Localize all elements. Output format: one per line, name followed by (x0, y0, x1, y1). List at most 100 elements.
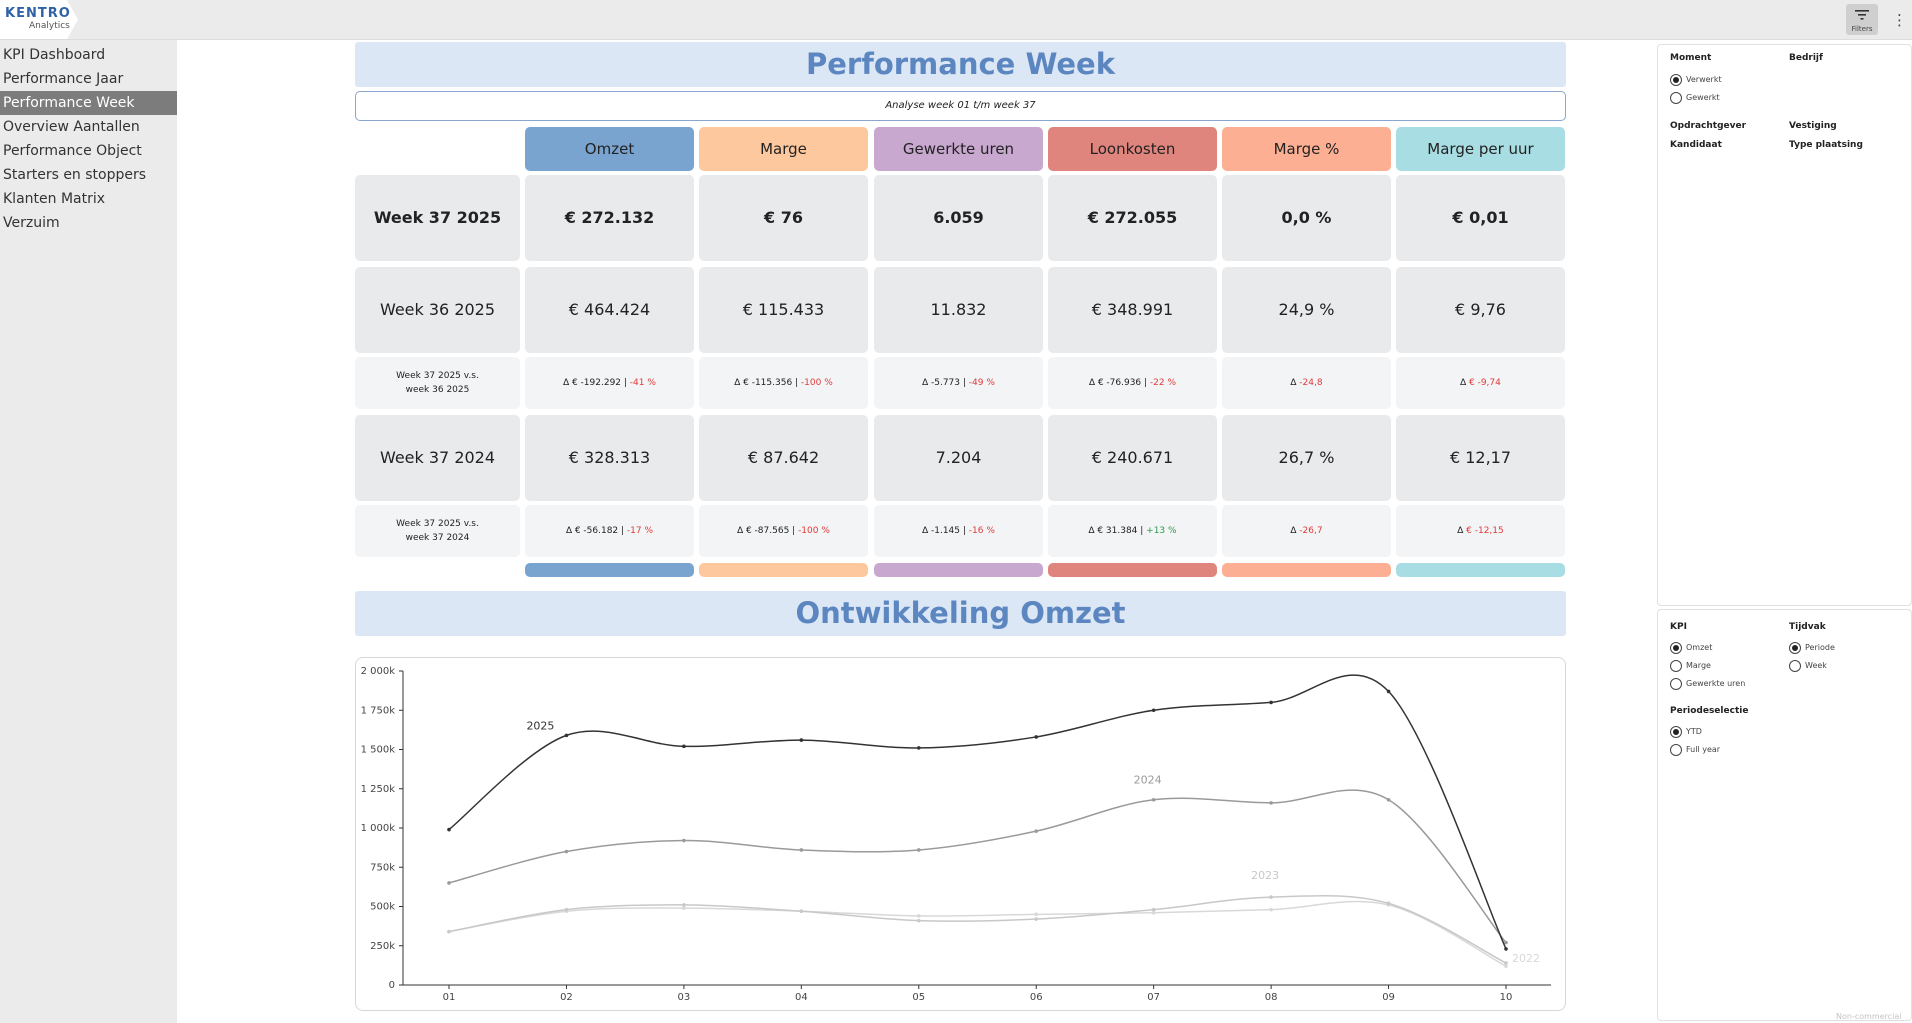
y-tick-label: 500k (370, 902, 395, 913)
delta-cell: ∆ € -12,15 (1396, 505, 1565, 557)
periodeselectie-title: Periodeselectie (1670, 706, 1749, 716)
chart-options-panel: KPI Omzet Marge Gewerkte uren Tijdvak Pe… (1657, 609, 1912, 1021)
radio-selected-icon (1789, 641, 1801, 654)
row-label-previous-week: Week 36 2025 (355, 267, 520, 353)
delta-value: ∆ € -76.936 | (1088, 378, 1150, 388)
sidebar-item-performance-week[interactable]: Performance Week (0, 91, 177, 115)
sidebar-item-starters-en-stoppers[interactable]: Starters en stoppers (3, 167, 147, 183)
delta-value: ∆ (1457, 526, 1467, 536)
data-point (682, 903, 686, 907)
data-point (682, 838, 686, 843)
data-point (1034, 829, 1039, 833)
column-header-marge-pct: Marge % (1222, 127, 1391, 171)
value-cell: 24,9 % (1222, 267, 1391, 353)
data-point (799, 848, 804, 852)
column-color-bar (699, 563, 868, 577)
row-label-compare-week: Week 37 2025 v.s. week 36 2025 (355, 357, 520, 409)
compare-label-line: Week 37 2025 v.s. (396, 519, 479, 529)
delta-cell: ∆ € -87.565 | -100 % (699, 505, 868, 557)
filters-button[interactable]: Filters (1846, 4, 1878, 35)
series-line-2022 (448, 900, 1507, 967)
sidebar-item-klanten-matrix[interactable]: Klanten Matrix (3, 191, 106, 207)
sidebar-item-performance-object[interactable]: Performance Object (3, 143, 142, 159)
moment-title: Moment (1670, 53, 1712, 63)
data-point (799, 909, 804, 914)
sidebar-item-performance-jaar[interactable]: Performance Jaar (3, 71, 124, 87)
more-options-icon[interactable]: ⋮ (1892, 11, 1907, 29)
row-label-current-week: Week 37 2025 (355, 175, 520, 261)
delta-cell: ∆ -1.145 | -16 % (874, 505, 1043, 557)
data-point (447, 929, 451, 934)
series-label: 2025 (526, 719, 554, 732)
delta-percentage: € -9,74 (1469, 378, 1501, 388)
value-cell: 0,0 % (1222, 175, 1391, 261)
radio-unselected-icon (1789, 659, 1801, 672)
filter-bedrijf[interactable]: Bedrijf (1789, 53, 1823, 63)
filter-type-plaatsing[interactable]: Type plaatsing (1789, 140, 1863, 150)
delta-percentage: -41 % (629, 378, 656, 388)
data-point (447, 881, 451, 885)
sidebar-item-verzuim[interactable]: Verzuim (3, 215, 60, 231)
delta-cell: ∆ -26,7 (1222, 505, 1391, 557)
column-header-gewerkte-uren: Gewerkte uren (874, 127, 1043, 171)
data-point (1034, 917, 1039, 921)
delta-cell: ∆ € -56.182 | -17 % (525, 505, 694, 557)
series-line-2025 (448, 674, 1507, 950)
radio-verwerkt[interactable]: Verwerkt (1670, 73, 1722, 87)
radio-selected-icon (1670, 641, 1682, 654)
delta-value: ∆ € -87.565 | (737, 526, 799, 536)
column-header-loonkosten: Loonkosten (1048, 127, 1217, 171)
radio-selected-icon (1670, 725, 1682, 738)
delta-percentage: -16 % (968, 526, 995, 536)
data-point (799, 738, 804, 742)
logo-title: KENTRO (5, 6, 71, 21)
column-color-bar (1222, 563, 1391, 577)
sidebar-item-overview-aantallen[interactable]: Overview Aantallen (3, 119, 140, 135)
column-color-bar (874, 563, 1043, 577)
data-point (916, 746, 921, 750)
radio-marge[interactable]: Marge (1670, 659, 1711, 673)
filter-vestiging[interactable]: Vestiging (1789, 121, 1837, 131)
filter-kandidaat[interactable]: Kandidaat (1670, 140, 1722, 150)
value-cell: € 464.424 (525, 267, 694, 353)
data-point (1269, 895, 1273, 899)
sidebar-item-kpi-dashboard[interactable]: KPI Dashboard (3, 47, 106, 63)
delta-value: ∆ (1290, 378, 1300, 388)
data-point (1386, 797, 1391, 802)
radio-unselected-icon (1670, 91, 1682, 104)
radio-full-year[interactable]: Full year (1670, 743, 1720, 757)
radio-week[interactable]: Week (1789, 659, 1827, 673)
x-tick-label: 01 (443, 992, 456, 1003)
delta-value: ∆ (1460, 378, 1469, 388)
delta-percentage: -24,8 (1299, 378, 1323, 388)
column-color-bar (1048, 563, 1217, 577)
compare-label-line: Week 37 2025 v.s. (396, 371, 479, 381)
x-tick-label: 09 (1382, 992, 1395, 1003)
value-cell: € 76 (699, 175, 868, 261)
data-point (564, 849, 569, 854)
radio-ytd[interactable]: YTD (1670, 725, 1702, 739)
delta-cell: ∆ € -76.936 | -22 % (1048, 357, 1217, 409)
radio-selected-icon (1670, 73, 1682, 86)
value-cell: € 0,01 (1396, 175, 1565, 261)
x-tick-label: 05 (912, 992, 925, 1003)
value-cell: € 272.132 (525, 175, 694, 261)
delta-cell: ∆ € -9,74 (1396, 357, 1565, 409)
delta-percentage: -26,7 (1299, 526, 1323, 536)
radio-omzet[interactable]: Omzet (1670, 641, 1712, 655)
radio-periode[interactable]: Periode (1789, 641, 1835, 655)
radio-unselected-icon (1670, 659, 1682, 672)
filter-opdrachtgever[interactable]: Opdrachtgever (1670, 121, 1747, 131)
data-point (1386, 689, 1391, 694)
radio-gewerkte-uren[interactable]: Gewerkte uren (1670, 677, 1745, 691)
delta-value: ∆ € -56.182 | (565, 526, 627, 536)
value-cell: 7.204 (874, 415, 1043, 501)
series-label: 2024 (1134, 774, 1162, 787)
radio-gewerkt[interactable]: Gewerkt (1670, 91, 1720, 105)
compare-label-line: week 36 2025 (405, 385, 470, 395)
data-point (1034, 912, 1039, 917)
delta-percentage: -22 % (1149, 378, 1177, 388)
kentro-logo[interactable]: KENTRO Analytics (0, 0, 78, 39)
data-point (1269, 700, 1273, 705)
main-content: Performance Week Analyse week 01 t/m wee… (355, 0, 1566, 1023)
